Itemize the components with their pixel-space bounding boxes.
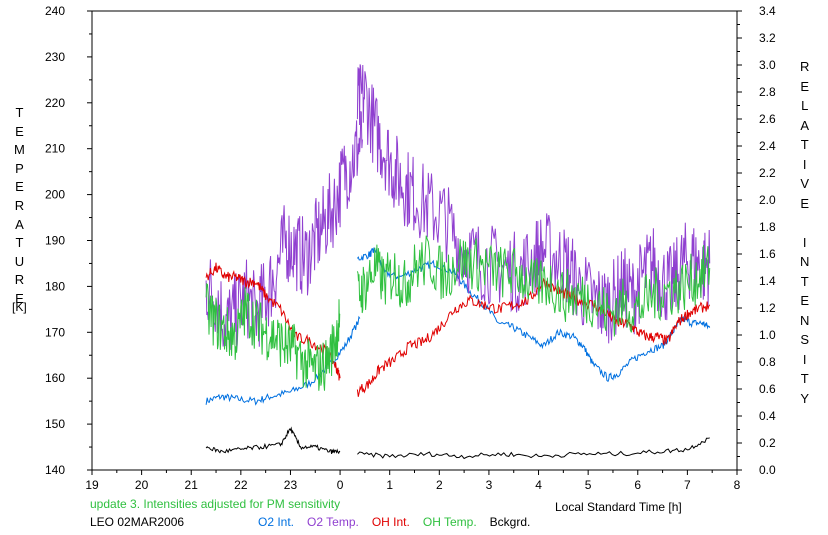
y-right-tick-label: 0.6	[759, 382, 776, 396]
y-right-tick-label: 1.6	[759, 247, 776, 261]
y-right-tick-label: 2.8	[759, 85, 776, 99]
axis-title-letter: N	[800, 312, 810, 328]
y-right-tick-label: 1.8	[759, 220, 776, 234]
x-axis-label: Local Standard Time [h]	[555, 500, 682, 514]
y-left-tick-label: 140	[45, 463, 65, 477]
axis-title-letter: S	[800, 332, 810, 347]
axis-title-letter: T	[15, 105, 24, 120]
series-line-bckgrd	[205, 426, 341, 455]
axis-title-letter: E	[15, 123, 24, 139]
y-right-tick-label: 0.0	[759, 463, 776, 477]
series-line-oh-temp	[205, 282, 341, 391]
x-tick-label: 22	[234, 478, 248, 492]
y-right-tick-label: 1.0	[759, 328, 776, 342]
legend: O2 Int. O2 Temp. OH Int. OH Temp. Bckgrd.	[258, 515, 530, 529]
x-tick-label: 8	[734, 478, 741, 492]
y-right-tick-label: 1.4	[759, 274, 776, 288]
x-tick-label: 4	[535, 478, 542, 492]
x-tick-label: 2	[436, 478, 443, 492]
axis-title-letter: E	[800, 195, 810, 211]
axis-layer: 19 20 21 22 23 0 1 2 3 4 5 6 7 8140150160170180190200…	[45, 4, 776, 492]
legend-item: O2 Int.	[258, 515, 295, 529]
y-left-tick-label: 230	[45, 50, 65, 64]
y-left-tick-label: 220	[45, 96, 65, 110]
y-left-tick-label: 180	[45, 279, 65, 293]
y-right-tick-label: 3.4	[759, 4, 776, 18]
plot-frame	[91, 10, 738, 471]
axis-title-letter: I	[802, 234, 807, 250]
axis-title-letter: E	[15, 179, 24, 195]
axis-title-letter: T	[800, 371, 809, 386]
y-right-tick-label: 3.2	[759, 31, 776, 45]
x-tick-label: 23	[284, 478, 298, 492]
series-line-oh-temp	[356, 235, 711, 337]
y-left-tick-label: 170	[45, 325, 65, 339]
x-tick-label: 3	[486, 478, 493, 492]
legend-item: O2 Temp.	[307, 515, 359, 529]
axis-title-letter: A	[800, 117, 810, 133]
axis-title-letter: R	[14, 272, 25, 288]
update-note: update 3. Intensities adjusted for PM se…	[90, 497, 341, 511]
axis-title-letter: E	[800, 293, 810, 308]
x-tick-label: 0	[337, 478, 344, 492]
axis-title-letter	[803, 214, 807, 234]
axis-title-letter: R	[14, 197, 25, 213]
y-right-tick-label: 2.2	[759, 166, 776, 180]
y-right-tick-label: 1.2	[759, 301, 776, 315]
series-layer	[205, 64, 711, 460]
series-line-oh-int	[205, 262, 341, 381]
x-tick-label: 7	[684, 478, 691, 492]
axis-title-letter: R	[800, 59, 810, 74]
legend-item: OH Int.	[371, 515, 410, 529]
series-line-bckgrd	[357, 437, 710, 460]
axis-title-letter: E	[800, 78, 810, 94]
axis-title-letter: P	[15, 160, 24, 176]
axis-title-letter: N	[800, 254, 810, 269]
station-date: LEO 02MAR2006	[90, 515, 185, 529]
x-tick-label: 21	[185, 478, 199, 492]
y-right-tick-label: 0.8	[759, 355, 776, 369]
y-right-tick-label: 2.6	[759, 112, 776, 126]
axis-title-letter: M	[14, 142, 25, 158]
axis-title-letter: T	[800, 273, 809, 289]
x-tick-label: 19	[85, 478, 99, 492]
y-left-tick-label: 190	[45, 234, 65, 248]
axis-title-letter: E	[15, 290, 24, 306]
series-line-o2-temp	[205, 110, 363, 351]
axis-title-letter: I	[802, 156, 807, 172]
axis-title-letter: L	[801, 98, 809, 113]
legend-item: OH Temp.	[422, 515, 477, 529]
y-right-tick-label: 2.0	[759, 193, 776, 207]
x-tick-label: 20	[135, 478, 149, 492]
y-right-tick-label: 0.2	[759, 436, 776, 450]
x-tick-label: 1	[386, 478, 393, 492]
left-axis-unit: [K]	[12, 300, 27, 314]
axis-title-letter: Y	[800, 390, 810, 406]
axis-title-letter: A	[15, 216, 24, 232]
axis-title-letter: V	[800, 176, 810, 191]
series-line-o2-int	[205, 315, 361, 406]
y-left-tick-label: 150	[45, 417, 65, 431]
x-tick-label: 5	[585, 478, 592, 492]
legend-item: Bckgrd.	[489, 515, 531, 529]
y-right-tick-label: 2.4	[759, 139, 776, 153]
series-line-o2-int	[356, 247, 711, 383]
axis-title-letter: I	[802, 351, 807, 367]
x-tick-label: 6	[634, 478, 641, 492]
y-right-tick-label: 3.0	[759, 58, 776, 72]
y-left-tick-label: 240	[45, 4, 65, 18]
axis-title-letter: T	[15, 235, 24, 251]
y-left-tick-label: 160	[45, 371, 65, 385]
axis-title-letter: U	[14, 253, 25, 269]
axis-title-letter: T	[800, 137, 809, 152]
y-left-tick-label: 210	[45, 142, 65, 156]
y-right-tick-label: 0.4	[759, 409, 776, 423]
y-left-tick-label: 200	[45, 188, 65, 202]
